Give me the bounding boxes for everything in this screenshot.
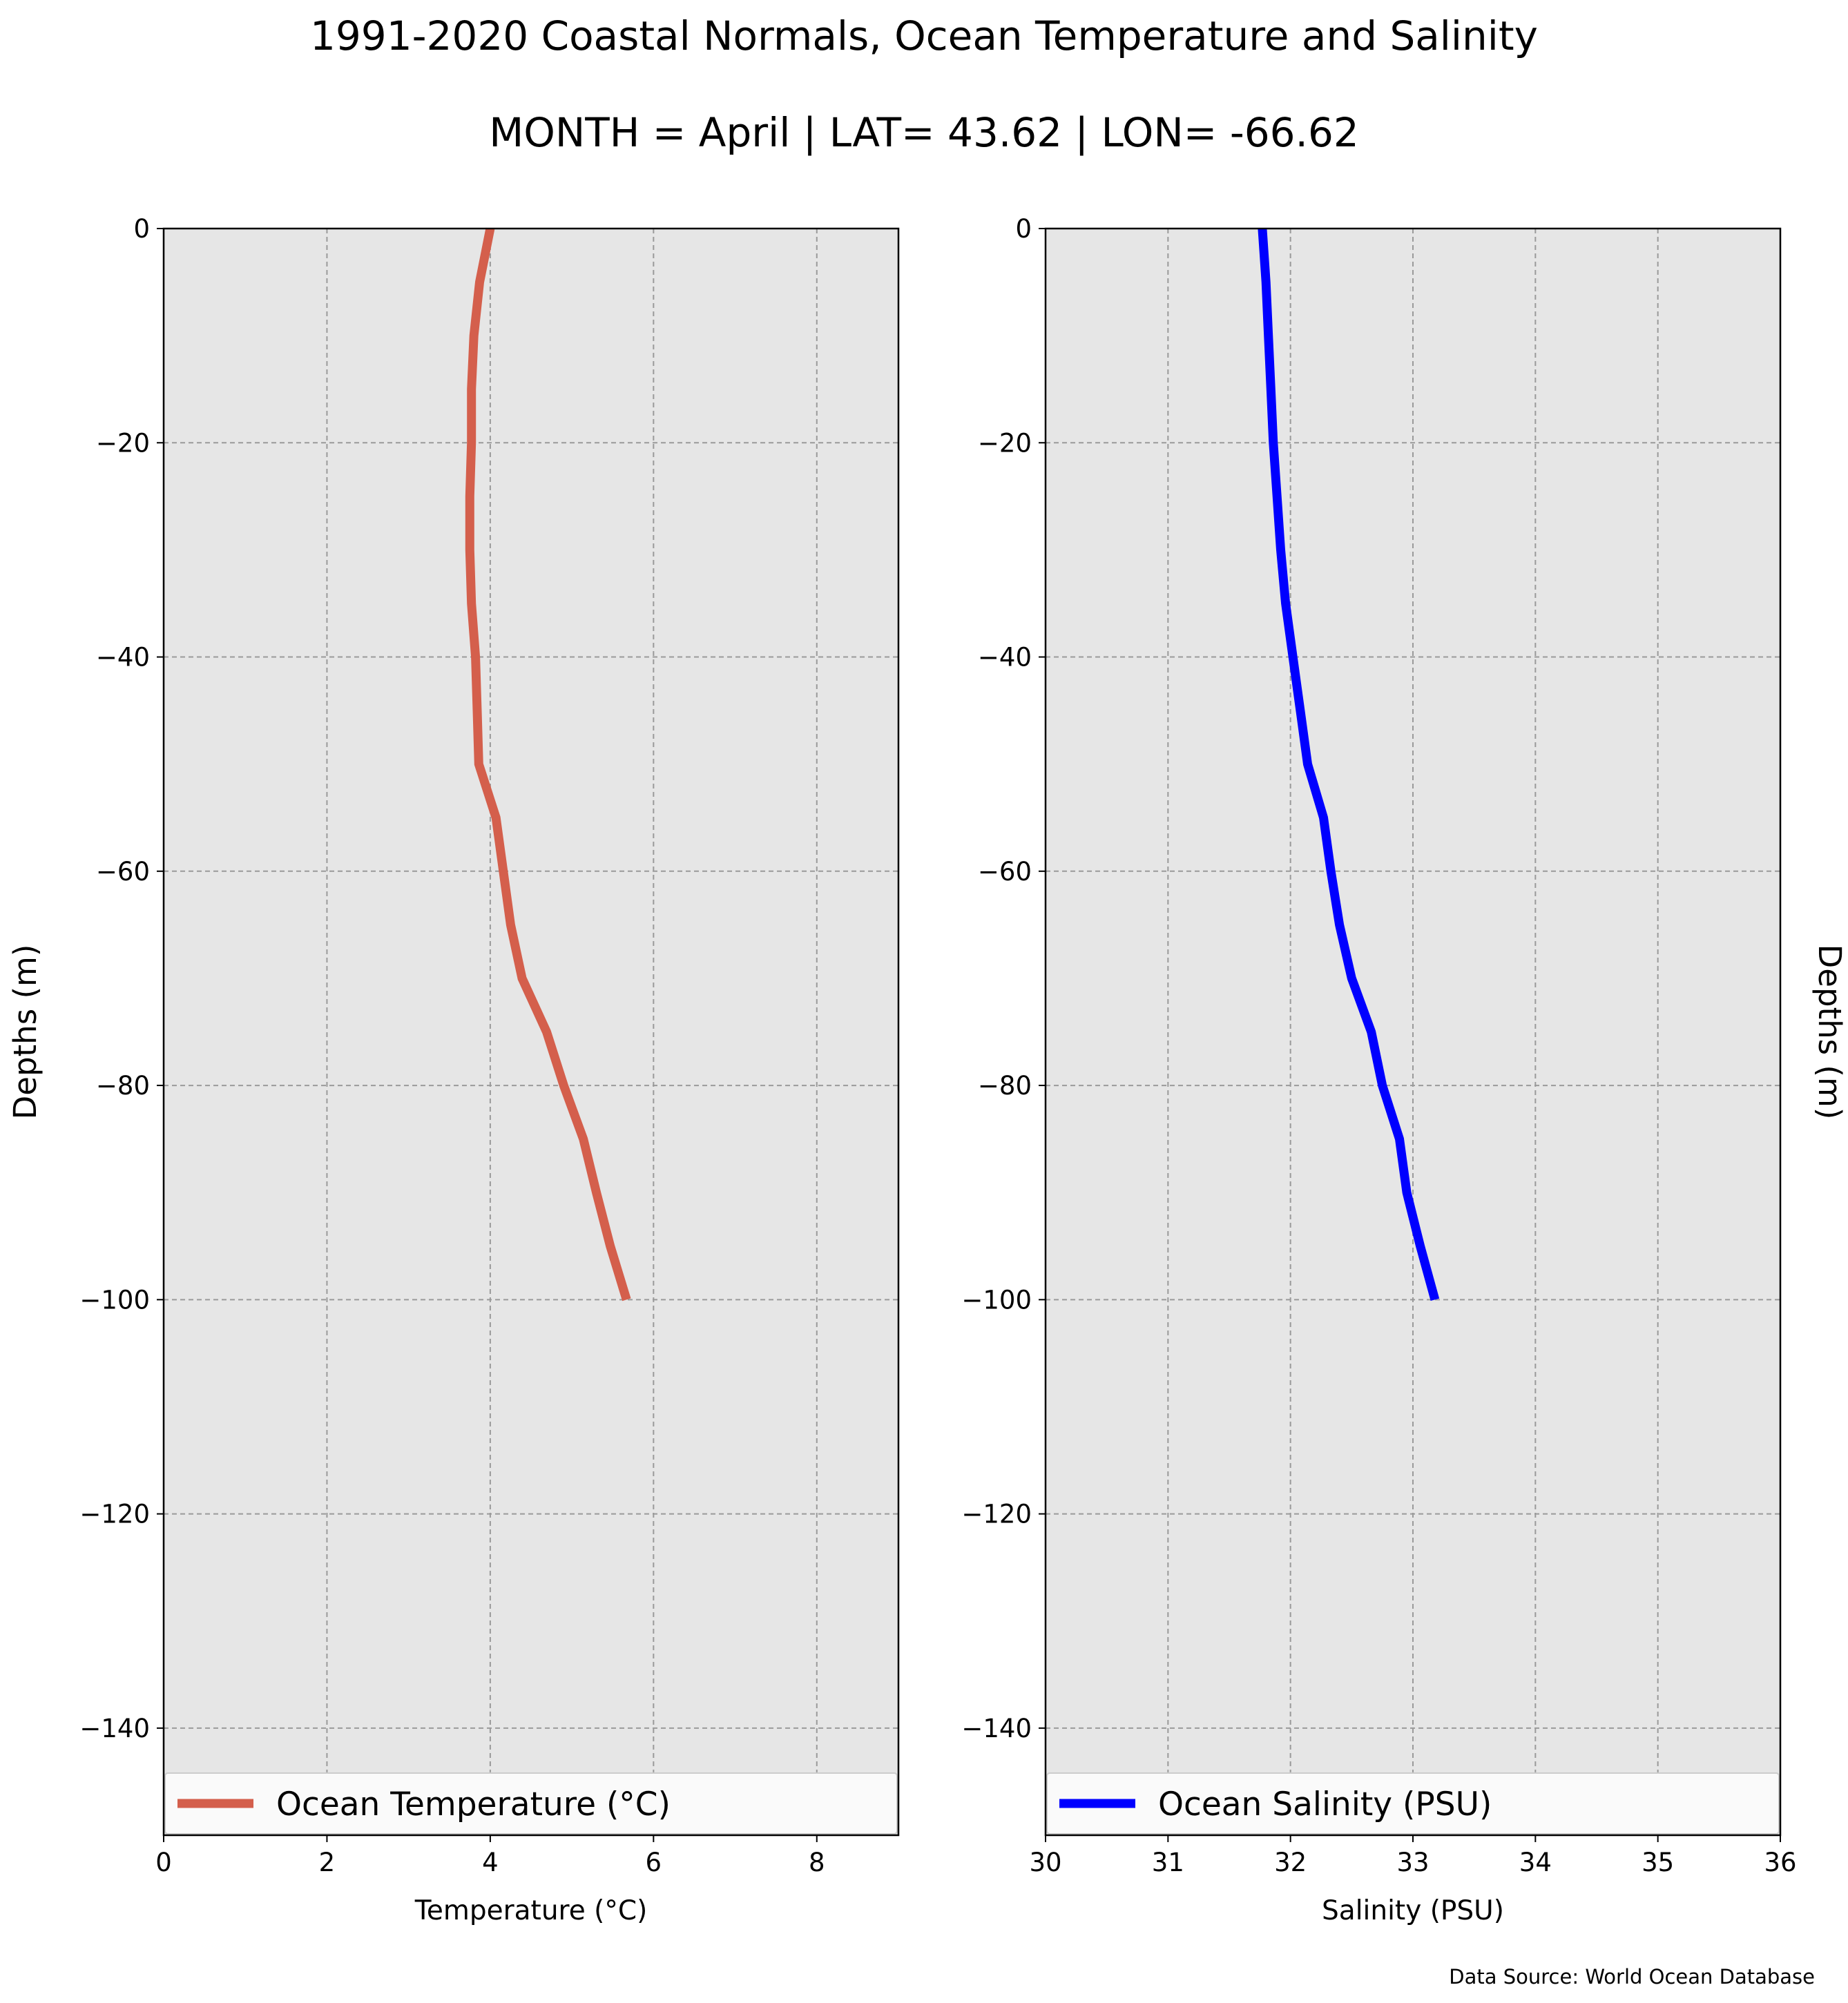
- legend-box: [1046, 1772, 1780, 1835]
- y-tick-label: −100: [961, 1285, 1032, 1315]
- salinity-series-line: [1258, 228, 1440, 1302]
- y-tick-label: −80: [978, 1071, 1032, 1101]
- x-tick-label: 6: [646, 1848, 662, 1877]
- y-tick-label: −80: [96, 1071, 150, 1101]
- y-tick-label: −60: [978, 857, 1032, 887]
- y-tick-label: −140: [961, 1714, 1032, 1743]
- temperature-series-line: [465, 227, 631, 1302]
- y-tick-label: −60: [96, 857, 150, 887]
- x-tick-label: 35: [1642, 1848, 1674, 1877]
- y-tick-label: 0: [133, 214, 150, 244]
- y-tick-label: 0: [1015, 214, 1032, 244]
- x-tick-label: 31: [1152, 1848, 1184, 1877]
- data-source-note: Data Source: World Ocean Database: [1449, 1965, 1815, 1989]
- x-tick-label: 34: [1519, 1848, 1552, 1877]
- x-tick-label: 33: [1396, 1848, 1429, 1877]
- salinity-panel: Ocean Salinity (PSU) 30 31 32 33 34 35 36 0 −20 −4…: [961, 214, 1848, 1926]
- y-tick-label: −120: [79, 1500, 150, 1529]
- y-tick-label: −20: [96, 428, 150, 458]
- x-axis-label: Salinity (PSU): [1322, 1895, 1504, 1926]
- x-tick-label: 30: [1029, 1848, 1061, 1877]
- plot-area: [164, 229, 898, 1835]
- chart-subtitle: MONTH = April | LAT= 43.62 | LON= -66.62: [489, 109, 1359, 156]
- y-tick-label: −20: [978, 428, 1032, 458]
- x-axis-label: Temperature (°C): [414, 1895, 648, 1926]
- y-tick-label: −40: [96, 643, 150, 672]
- legend-label: Ocean Temperature (°C): [276, 1786, 671, 1823]
- chart-title: 1991-2020 Coastal Normals, Ocean Tempera…: [310, 12, 1538, 59]
- x-tick-label: 36: [1764, 1848, 1796, 1877]
- y-tick-label: −40: [978, 643, 1032, 672]
- legend-box: [164, 1772, 898, 1835]
- y-axis-label: Depths (m): [1811, 945, 1848, 1120]
- y-tick-label: −120: [961, 1500, 1032, 1529]
- temperature-panel: Ocean Temperature (°C) 0 2 4 6 8 0 −20 −40 −60 −80…: [7, 214, 900, 1926]
- y-tick-label: −140: [79, 1714, 150, 1743]
- legend-label: Ocean Salinity (PSU): [1158, 1786, 1492, 1823]
- y-axis-label: Depths (m): [7, 945, 44, 1120]
- x-tick-label: 0: [155, 1848, 172, 1877]
- x-tick-label: 32: [1274, 1848, 1307, 1877]
- y-tick-label: −100: [79, 1285, 150, 1315]
- x-tick-label: 2: [319, 1848, 336, 1877]
- x-tick-label: 4: [482, 1848, 499, 1877]
- axes-frame: [162, 227, 900, 1837]
- x-tick-label: 8: [809, 1848, 825, 1877]
